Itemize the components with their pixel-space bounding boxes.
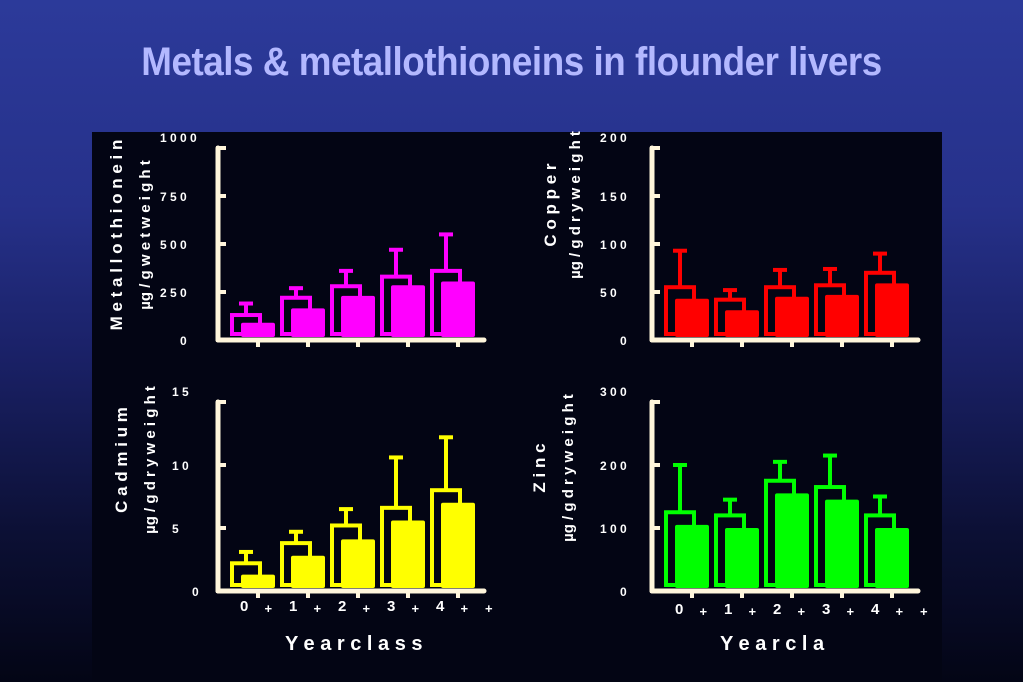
top-left-ylabel-line1: M e t a l l o t h i o n e i n <box>107 140 126 331</box>
bottom-left-x-tick-label: + <box>485 601 493 616</box>
bottom-left-ylabel-line2: µg / g d r y w e i g h t <box>142 386 159 534</box>
top-right-filled-bar <box>675 298 709 337</box>
bottom-right-x-tick-label: + <box>896 604 904 619</box>
top-left-filled-bar <box>291 308 325 337</box>
bottom-left-filled-bar <box>441 502 475 588</box>
bottom-right-ylabel-line1: Z i n c <box>530 443 549 492</box>
top-left-ylabel-line2: µg / g w e t w e i g h t <box>137 160 154 309</box>
bottom-right-ylabel-line2: µg / g d r y w e i g h t <box>560 394 577 542</box>
bottom-right-x-tick-label: + <box>920 604 928 619</box>
bottom-right-y-tick-label: 0 <box>620 585 627 599</box>
top-right-y-tick-label: 0 <box>620 334 627 348</box>
bottom-left-y-tick-label: 1 5 <box>172 385 189 399</box>
top-right-ylabel-line1: C o p p e r <box>541 163 560 247</box>
bottom-right-filled-bar <box>725 528 759 588</box>
bottom-left-x-tick-label: 1 <box>289 598 297 615</box>
top-right-ylabel-line2: µg / g d r y w e i g h t <box>567 131 584 279</box>
bottom-right-y-tick-label: 3 0 0 <box>600 385 627 399</box>
top-left-y-tick-label: 5 0 0 <box>160 238 187 252</box>
top-left-filled-bar <box>441 281 475 337</box>
top-right-y-tick-label: 1 0 0 <box>600 238 627 252</box>
bottom-left-xlabel: Y e a r c l a s s <box>285 633 423 655</box>
bottom-right-x-tick-label: + <box>798 604 806 619</box>
bottom-right-x-tick-label: 3 <box>822 601 830 618</box>
bottom-right-y-tick-label: 1 0 0 <box>600 522 627 536</box>
top-right-filled-bar <box>875 283 909 337</box>
bottom-left-x-tick-label: 4 <box>436 598 445 615</box>
top-right-y-tick-label: 5 0 <box>600 286 617 300</box>
top-left-y-tick-label: 0 <box>180 334 187 348</box>
bottom-right-x-tick-label: + <box>700 604 708 619</box>
bottom-right-filled-bar <box>875 528 909 588</box>
bottom-left-x-tick-label: + <box>412 601 420 616</box>
bottom-right-x-tick-label: 4 <box>871 601 880 618</box>
bottom-left-ylabel-line1: C a d m i u m <box>112 407 131 513</box>
top-left-filled-bar <box>341 295 375 337</box>
top-right-filled-bar <box>775 296 809 337</box>
bottom-left-x-tick-label: + <box>461 601 469 616</box>
bottom-left-y-tick-label: 1 0 <box>172 459 189 473</box>
bottom-right-filled-bar <box>825 499 859 588</box>
top-left-y-tick-label: 2 5 0 <box>160 286 187 300</box>
bottom-right-x-tick-label: 0 <box>675 601 683 618</box>
bottom-left-x-tick-label: 0 <box>240 598 248 615</box>
bottom-left-filled-bar <box>341 539 375 588</box>
top-right-y-tick-label: 2 0 0 <box>600 131 627 145</box>
bottom-left-x-tick-label: + <box>265 601 273 616</box>
bottom-right-x-tick-label: 2 <box>773 601 781 618</box>
bottom-left-x-tick-label: 3 <box>387 598 395 615</box>
bottom-left-filled-bar <box>241 574 275 588</box>
top-right-y-tick-label: 1 5 0 <box>600 190 627 204</box>
bottom-right-xlabel: Y e a r c l a <box>720 633 825 655</box>
bottom-left-x-tick-label: + <box>314 601 322 616</box>
bottom-left-x-tick-label: 2 <box>338 598 346 615</box>
slide-title: Metals & metallothioneins in flounder li… <box>141 40 882 84</box>
top-left-filled-bar <box>241 322 275 337</box>
bottom-right-filled-bar <box>675 524 709 588</box>
bottom-left-y-tick-label: 0 <box>192 585 199 599</box>
bottom-left-filled-bar <box>291 555 325 588</box>
bottom-right-y-tick-label: 2 0 0 <box>600 459 627 473</box>
top-left-y-tick-label: 1 0 0 0 <box>160 131 197 145</box>
top-left-filled-bar <box>391 285 425 337</box>
bottom-right-filled-bar <box>775 493 809 588</box>
bottom-right-x-tick-label: 1 <box>724 601 732 618</box>
bottom-left-y-tick-label: 5 <box>172 522 179 536</box>
bottom-left-filled-bar <box>391 520 425 588</box>
top-left-y-tick-label: 7 5 0 <box>160 190 187 204</box>
bottom-right-x-tick-label: + <box>749 604 757 619</box>
top-right-filled-bar <box>725 310 759 337</box>
top-right-filled-bar <box>825 294 859 337</box>
bottom-left-x-tick-label: + <box>363 601 371 616</box>
bottom-right-x-tick-label: + <box>847 604 855 619</box>
